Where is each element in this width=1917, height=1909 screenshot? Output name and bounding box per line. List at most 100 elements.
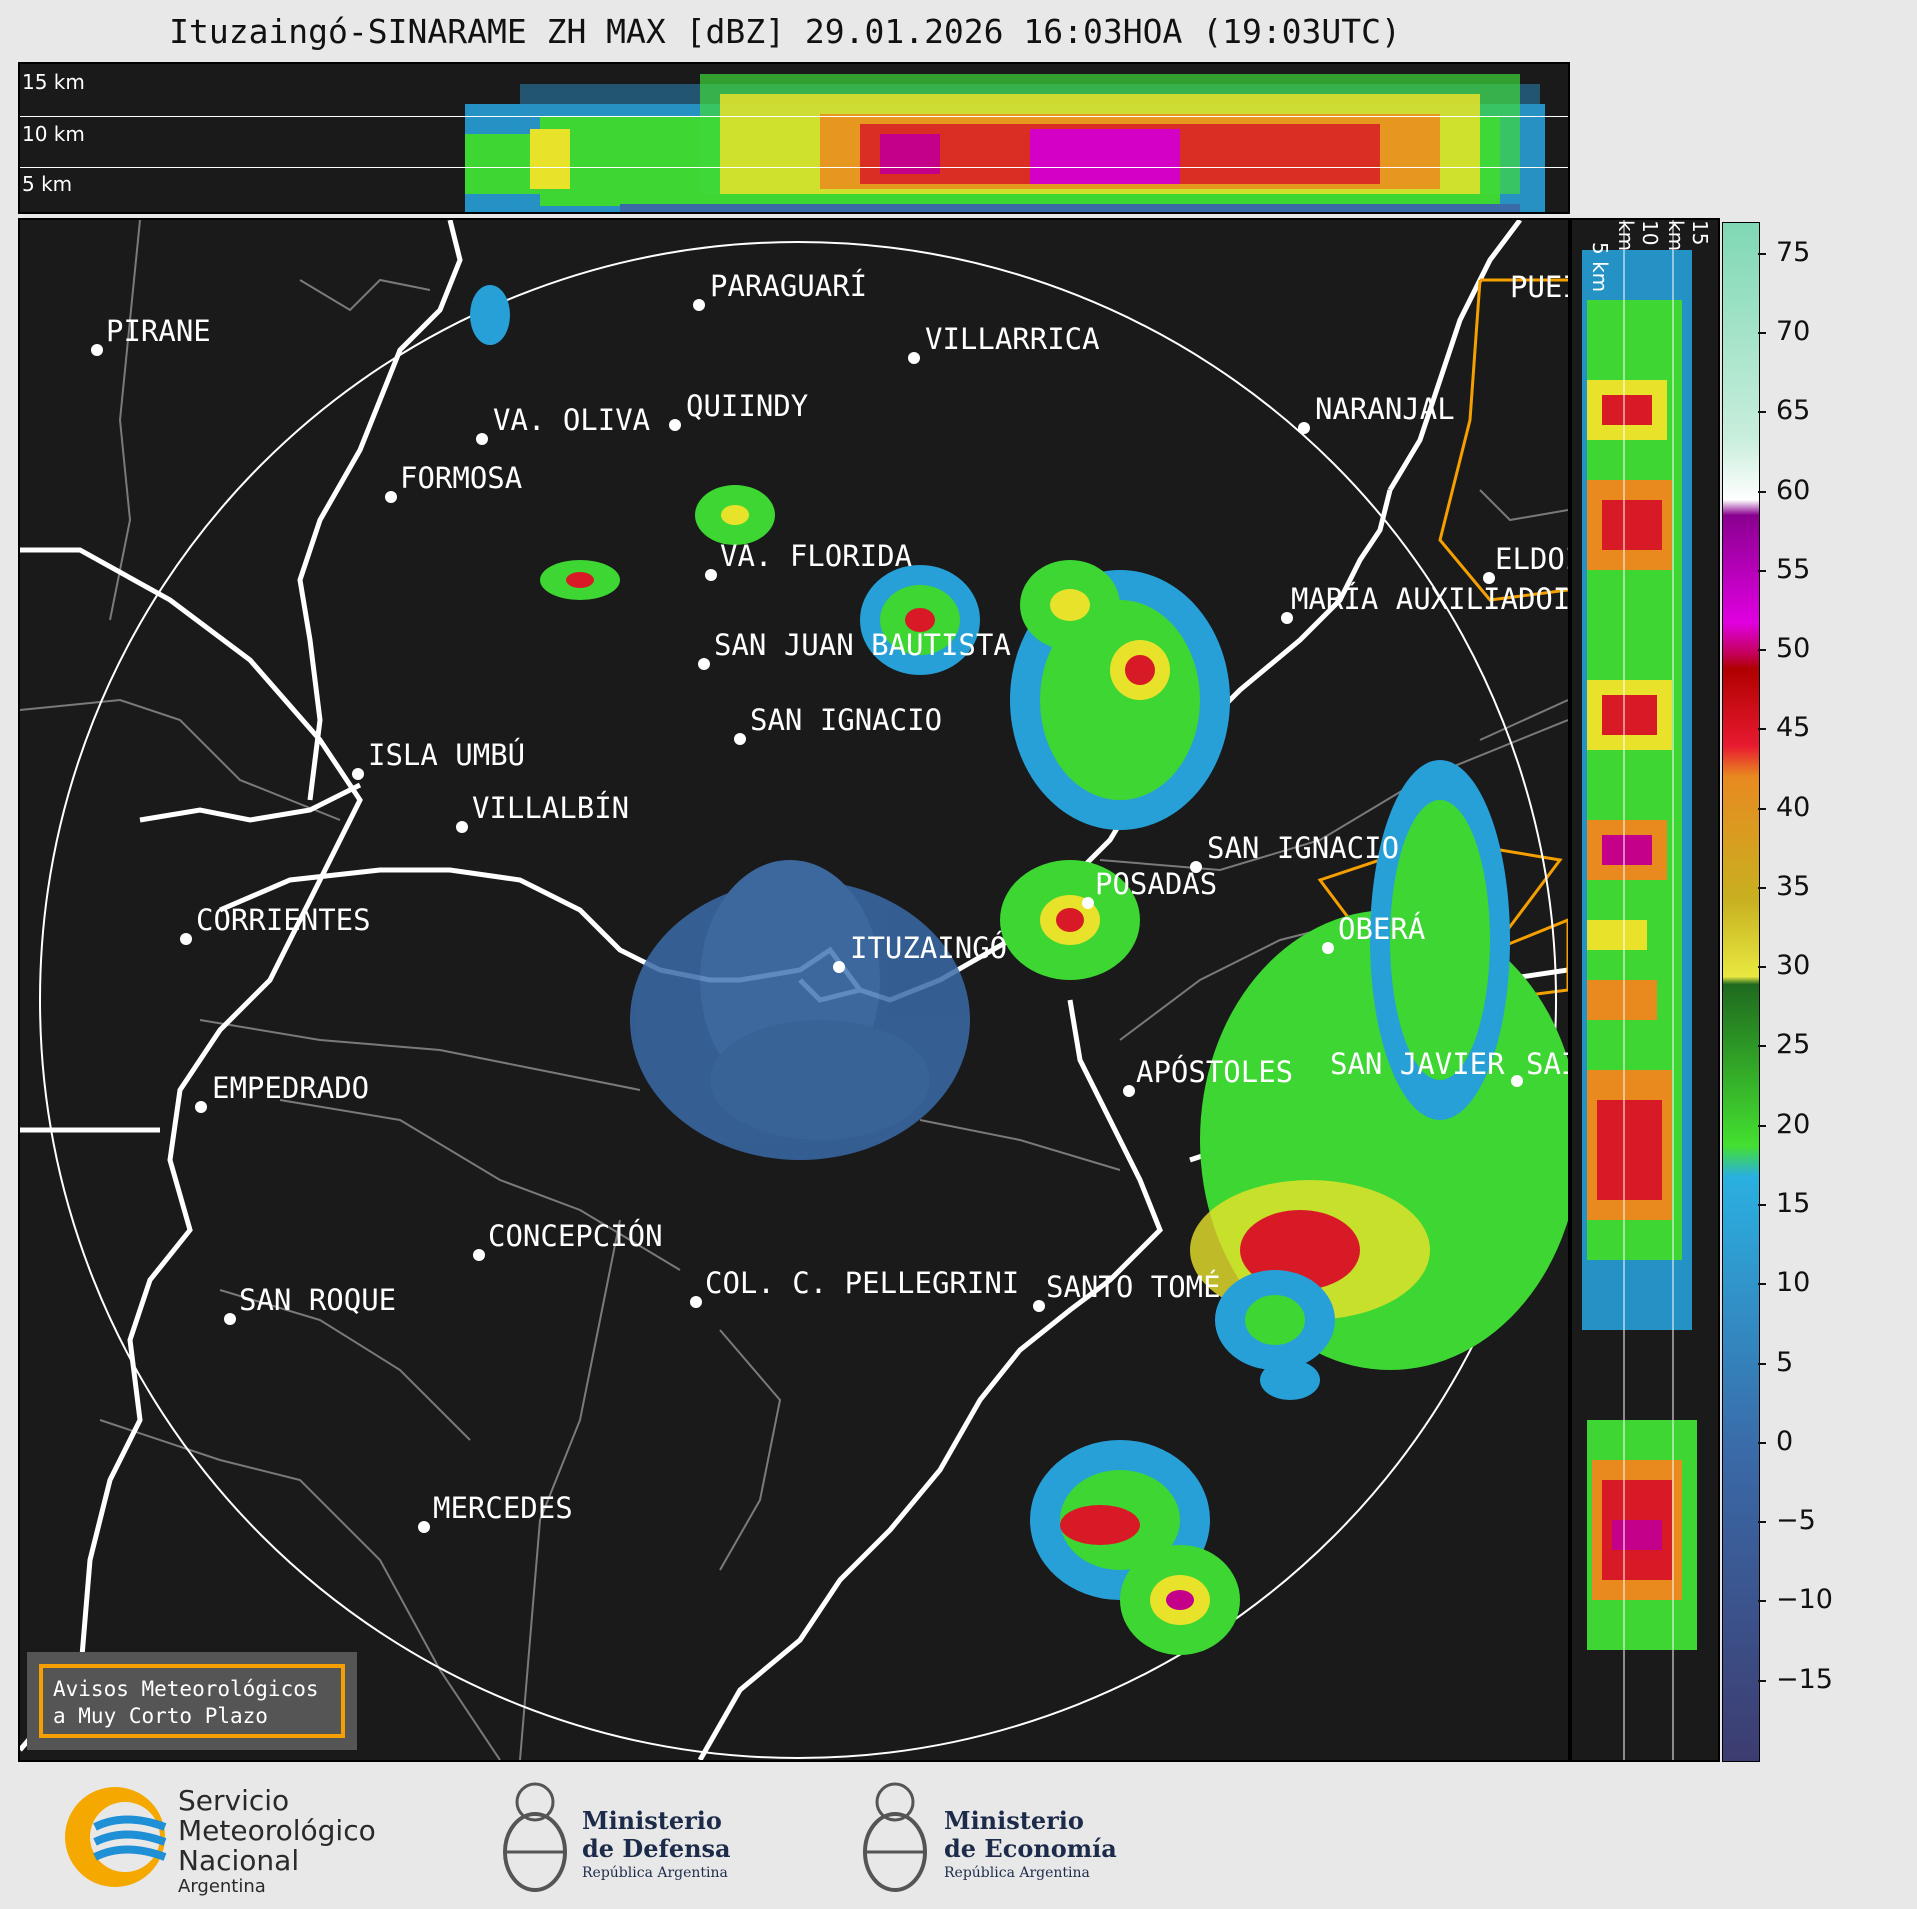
- warnings-legend-box[interactable]: Avisos Meteorológicos a Muy Corto Plazo: [27, 1652, 357, 1750]
- economia-line3: República Argentina: [944, 1865, 1090, 1881]
- place-dot: [476, 433, 488, 445]
- place-dot: [1033, 1300, 1045, 1312]
- place-label[interactable]: PUEI: [1510, 270, 1568, 304]
- national-emblem-icon: [503, 1782, 567, 1892]
- place-label[interactable]: ITUZAINGÓ: [850, 931, 1008, 965]
- place-dot: [705, 569, 717, 581]
- colorbar-tick-label: 0: [1776, 1425, 1794, 1457]
- place-dot: [690, 1296, 702, 1308]
- smn-name-line3: Nacional: [178, 1844, 300, 1877]
- colorbar-tick-label: 15: [1776, 1188, 1811, 1220]
- defensa-line1: Ministerio: [582, 1806, 722, 1835]
- colorbar-tick-mark: [1758, 1124, 1766, 1127]
- place-dot: [1511, 1075, 1523, 1087]
- radar-map[interactable]: PIRANE PARAGUARÍ VILLARRICA QUIINDY VA. …: [18, 218, 1570, 1762]
- place-label[interactable]: VA. OLIVA: [493, 403, 651, 437]
- height-label-10km: 10 km: [22, 122, 85, 146]
- place-label[interactable]: SAN IGNACIO: [1207, 831, 1400, 865]
- place-dot: [352, 768, 364, 780]
- colorbar-tick-mark: [1758, 807, 1766, 810]
- radar-range-circle: [39, 241, 1557, 1759]
- colorbar-tick-mark: [1758, 966, 1766, 969]
- place-dot: [473, 1249, 485, 1261]
- place-label[interactable]: APÓSTOLES: [1136, 1055, 1294, 1089]
- place-label[interactable]: SAN JAVIER: [1330, 1047, 1505, 1081]
- colorbar-tick-label: 65: [1776, 395, 1811, 427]
- place-label[interactable]: NARANJAL: [1315, 392, 1455, 426]
- place-label[interactable]: FORMOSA: [400, 461, 523, 495]
- place-dot: [693, 299, 705, 311]
- place-label[interactable]: PARAGUARÍ: [710, 269, 868, 303]
- radar-site-dot: [833, 961, 845, 973]
- side-height-label-15km: 15 km: [1664, 220, 1712, 252]
- place-label[interactable]: ELDOI: [1495, 542, 1568, 576]
- place-label[interactable]: ISLA UMBÚ: [368, 738, 526, 772]
- colorbar-tick-mark: [1758, 1045, 1766, 1048]
- colorbar-tick-mark: [1758, 1204, 1766, 1207]
- place-dot: [224, 1313, 236, 1325]
- place-dot: [1190, 861, 1202, 873]
- place-label[interactable]: VILLARRICA: [925, 322, 1100, 356]
- height-label-5km: 5 km: [22, 172, 73, 196]
- colorbar-tick-label: −5: [1776, 1505, 1816, 1537]
- place-label[interactable]: VA. FLORIDA: [720, 539, 913, 573]
- colorbar-tick-label: 20: [1776, 1108, 1811, 1140]
- place-label[interactable]: COL. C. PELLEGRINI: [705, 1266, 1020, 1300]
- colorbar-tick-label: −15: [1776, 1663, 1833, 1695]
- colorbar-tick-label: 75: [1776, 236, 1811, 268]
- defensa-line2: de Defensa: [582, 1834, 731, 1863]
- radar-echoes: [470, 285, 1568, 1655]
- place-dot: [1082, 897, 1094, 909]
- smn-logo-icon: [65, 1787, 167, 1887]
- place-dot: [195, 1101, 207, 1113]
- place-label[interactable]: EMPEDRADO: [212, 1071, 370, 1105]
- map-title: Ituzaingó-SINARAME ZH MAX [dBZ] 29.01.20…: [169, 12, 1401, 51]
- place-label[interactable]: OBERÁ: [1338, 912, 1426, 946]
- place-label[interactable]: SANTO TOMÉ: [1046, 1270, 1221, 1304]
- place-label[interactable]: PIRANE: [106, 314, 211, 348]
- colorbar-tick-mark: [1758, 331, 1766, 334]
- place-label[interactable]: POSADAS: [1095, 867, 1218, 901]
- colorbar-tick-label: 35: [1776, 870, 1811, 902]
- side-cross-section-panel: 5 km 10 km 15 km: [1570, 218, 1720, 1762]
- colorbar-tick-mark: [1758, 1600, 1766, 1603]
- colorbar-tick-mark: [1758, 1283, 1766, 1286]
- place-dot: [418, 1521, 430, 1533]
- place-label[interactable]: CONCEPCIÓN: [488, 1219, 663, 1253]
- place-label[interactable]: VILLALBÍN: [472, 791, 630, 825]
- place-dot: [669, 419, 681, 431]
- place-label[interactable]: SAN ROQUE: [239, 1283, 397, 1317]
- warnings-legend-line1: Avisos Meteorológicos: [53, 1677, 319, 1701]
- place-label[interactable]: SAN JUAN BAUTISTA: [714, 628, 1011, 662]
- economia-line2: de Economía: [944, 1834, 1117, 1863]
- colorbar-tick-label: 30: [1776, 950, 1811, 982]
- place-dot: [180, 933, 192, 945]
- place-label[interactable]: CORRIENTES: [196, 903, 371, 937]
- place-dot: [1281, 612, 1293, 624]
- colorbar-tick-mark: [1758, 1362, 1766, 1365]
- colorbar-tick-label: 50: [1776, 633, 1811, 665]
- radar-map-layers: [20, 220, 1568, 1760]
- place-dot: [1483, 572, 1495, 584]
- place-label[interactable]: MARÍA AUXILIADOI: [1291, 582, 1570, 616]
- colorbar-tick-label: 5: [1776, 1346, 1794, 1378]
- colorbar-gradient: [1723, 223, 1759, 1761]
- place-label[interactable]: QUIINDY: [686, 389, 809, 423]
- colorbar-tick-label: 55: [1776, 553, 1811, 585]
- footer-logos: Servicio Meteorológico Nacional Argentin…: [0, 1762, 1917, 1909]
- colorbar-tick-mark: [1758, 1679, 1766, 1682]
- place-label[interactable]: SAN IGNACIO: [750, 703, 943, 737]
- place-label[interactable]: MERCEDES: [433, 1491, 573, 1525]
- place-label[interactable]: SAI: [1526, 1047, 1568, 1081]
- defensa-line3: República Argentina: [582, 1865, 728, 1881]
- place-dot: [1123, 1085, 1135, 1097]
- side-height-label-5km: 5 km: [1588, 242, 1612, 293]
- colorbar-tick-label: 60: [1776, 474, 1811, 506]
- admin-boundaries: [20, 220, 1568, 1760]
- national-emblem-icon: [863, 1782, 927, 1892]
- colorbar-tick-mark: [1758, 569, 1766, 572]
- colorbar-tick-label: 70: [1776, 315, 1811, 347]
- reflectivity-colorbar: [1722, 222, 1760, 1762]
- colorbar-tick-label: −10: [1776, 1584, 1833, 1616]
- colorbar-tick-label: 45: [1776, 712, 1811, 744]
